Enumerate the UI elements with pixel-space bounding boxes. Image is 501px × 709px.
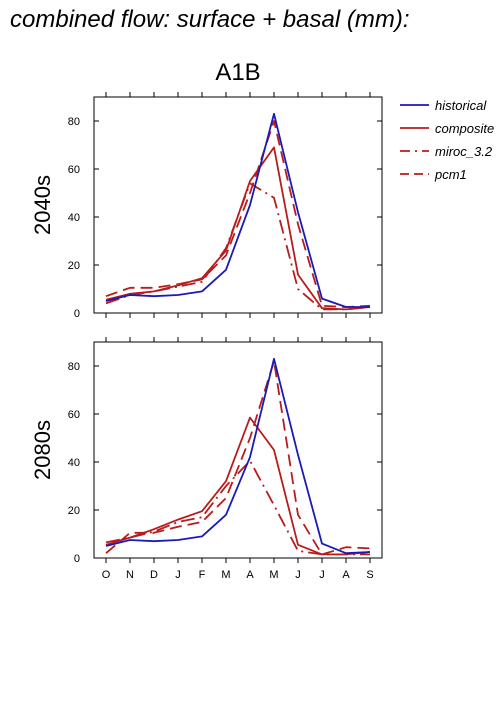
y-tick-label: 0 xyxy=(74,308,80,320)
x-tick-label: J xyxy=(319,569,325,581)
series-line-composite xyxy=(105,416,371,556)
panels: 0 20 40 60 80 2040s 0 20 40 60 80 O N D J F M A M J J A S 2080s xyxy=(30,92,383,581)
y-tick-label: 20 xyxy=(68,505,80,517)
y-tick-label: 0 xyxy=(74,553,80,565)
series-line-miroc-3-2 xyxy=(105,459,370,556)
y-tick-label: 80 xyxy=(68,361,80,373)
x-tick-label: N xyxy=(126,569,134,581)
x-tick-label: M xyxy=(269,569,278,581)
panel-label: 2040s xyxy=(30,175,55,235)
x-tick-label: A xyxy=(246,569,254,581)
series-line-historical xyxy=(105,112,370,308)
scenario-title: A1B xyxy=(215,59,260,86)
x-tick-label: D xyxy=(150,569,158,581)
y-tick-label: 60 xyxy=(68,164,80,176)
legend-label: pcm1 xyxy=(434,167,467,182)
plot-frame xyxy=(93,341,383,559)
legend: historical composite miroc_3.2 pcm1 xyxy=(400,98,494,182)
x-tick-label: O xyxy=(102,569,111,581)
x-tick-label: A xyxy=(342,569,350,581)
y-tick-label: 40 xyxy=(68,457,80,469)
y-tick-label: 20 xyxy=(68,260,80,272)
x-tick-label: S xyxy=(366,569,373,581)
legend-label: historical xyxy=(435,98,487,113)
y-tick-label: 60 xyxy=(68,409,80,421)
x-tick-label: J xyxy=(295,569,301,581)
legend-label: miroc_3.2 xyxy=(435,144,493,159)
panel-2080s: 0 20 40 60 80 O N D J F M A M J J A S 2080s xyxy=(30,337,383,581)
series-line-pcm1 xyxy=(105,120,371,308)
y-tick-label: 40 xyxy=(68,212,80,224)
panel-2040s: 0 20 40 60 80 2040s xyxy=(30,92,383,320)
x-tick-label: M xyxy=(221,569,230,581)
series-line-pcm1 xyxy=(105,360,371,556)
series-line-historical xyxy=(105,357,371,555)
plot-frame xyxy=(93,96,383,314)
page-title: combined flow: surface + basal (mm): xyxy=(10,6,410,33)
panel-label: 2080s xyxy=(30,420,55,480)
y-tick-label: 80 xyxy=(68,116,80,128)
x-tick-label: F xyxy=(199,569,206,581)
x-tick-label: J xyxy=(175,569,181,581)
series-line-miroc-3-2 xyxy=(105,182,371,311)
legend-label: composite xyxy=(435,121,494,136)
series-line-composite xyxy=(105,146,371,311)
